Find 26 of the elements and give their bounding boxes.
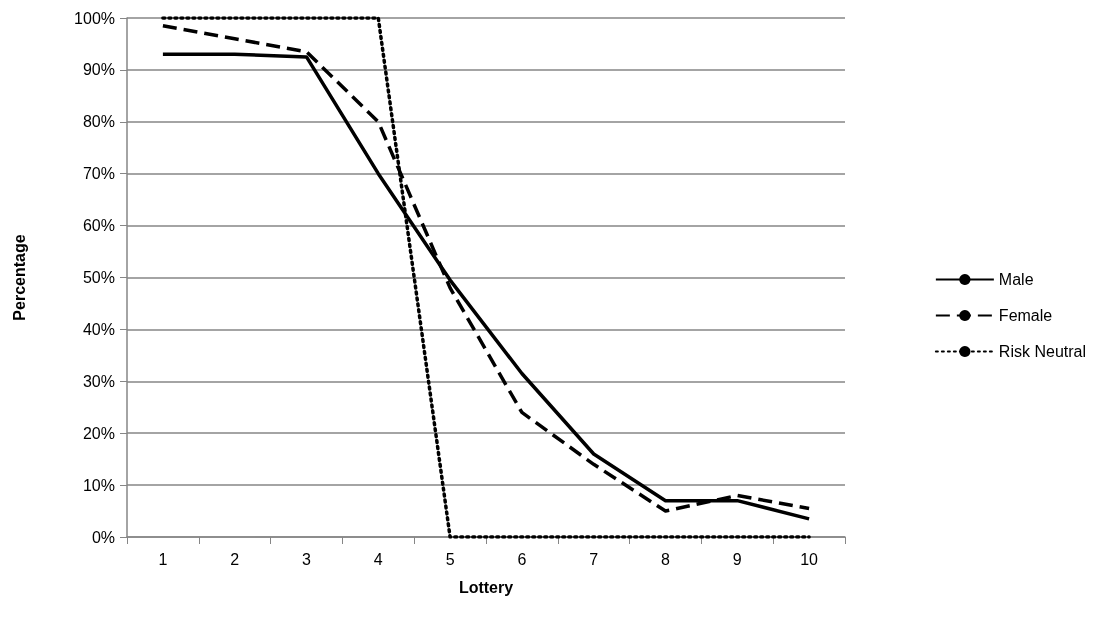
y-tick-label: 50% <box>82 269 115 286</box>
y-tick-label: 20% <box>82 424 115 442</box>
x-tick-label: 2 <box>230 550 240 568</box>
legend-label: Male <box>998 271 1034 288</box>
y-tick-label: 40% <box>82 320 115 338</box>
y-tick-label: 90% <box>82 61 115 79</box>
y-tick-label: 70% <box>82 165 115 183</box>
legend-label: Risk Neutral <box>998 343 1087 360</box>
y-tick-label: 80% <box>82 113 115 131</box>
x-tick-label: 5 <box>445 550 455 568</box>
y-tick-label: 60% <box>82 217 115 235</box>
legend-label: Female <box>998 307 1053 324</box>
x-tick-label: 8 <box>661 550 671 568</box>
x-tick-label: 4 <box>373 550 383 568</box>
x-tick-label: 10 <box>800 550 819 568</box>
x-tick-label: 1 <box>158 550 168 568</box>
y-axis-title: Percentage <box>10 234 28 321</box>
x-tick-label: 9 <box>732 550 742 568</box>
y-tick-label: 10% <box>82 476 115 494</box>
y-tick-label: 0% <box>91 528 115 546</box>
y-tick-label: 30% <box>82 372 115 390</box>
x-tick-label: 3 <box>302 550 312 568</box>
x-tick-label: 6 <box>517 550 527 568</box>
y-tick-label: 100% <box>74 9 115 27</box>
x-tick-label: 7 <box>589 550 599 568</box>
x-axis-title: Lottery <box>458 578 514 596</box>
